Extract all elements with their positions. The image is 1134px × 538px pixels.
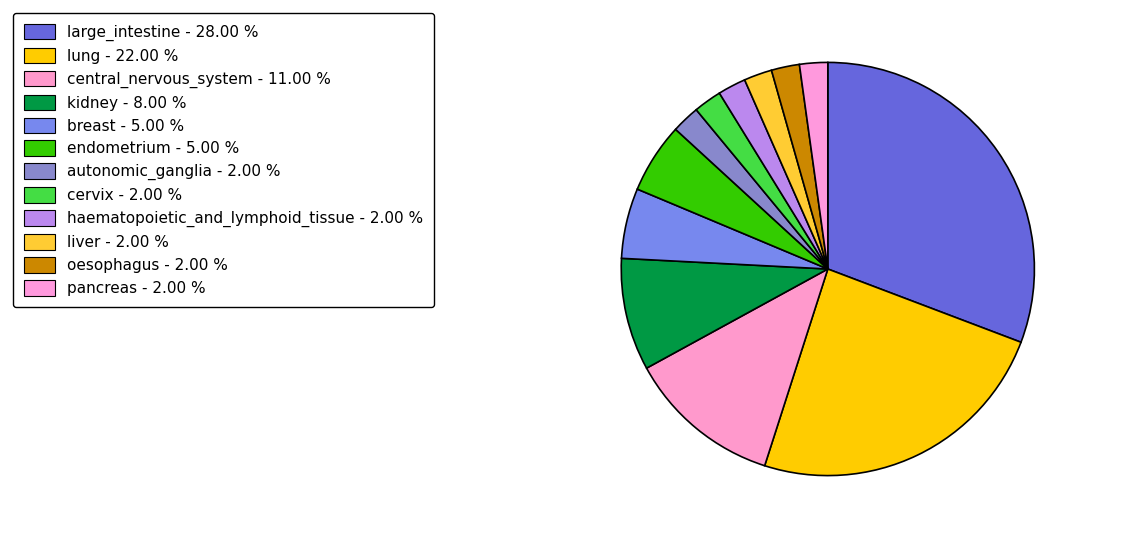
- Wedge shape: [745, 70, 828, 269]
- Wedge shape: [621, 189, 828, 269]
- Wedge shape: [828, 62, 1034, 342]
- Wedge shape: [771, 65, 828, 269]
- Legend: large_intestine - 28.00 %, lung - 22.00 %, central_nervous_system - 11.00 %, kid: large_intestine - 28.00 %, lung - 22.00 …: [14, 13, 433, 307]
- Wedge shape: [719, 80, 828, 269]
- Wedge shape: [799, 62, 828, 269]
- Wedge shape: [621, 258, 828, 368]
- Wedge shape: [696, 93, 828, 269]
- Wedge shape: [646, 269, 828, 466]
- Wedge shape: [637, 129, 828, 269]
- Wedge shape: [676, 110, 828, 269]
- Wedge shape: [764, 269, 1021, 476]
